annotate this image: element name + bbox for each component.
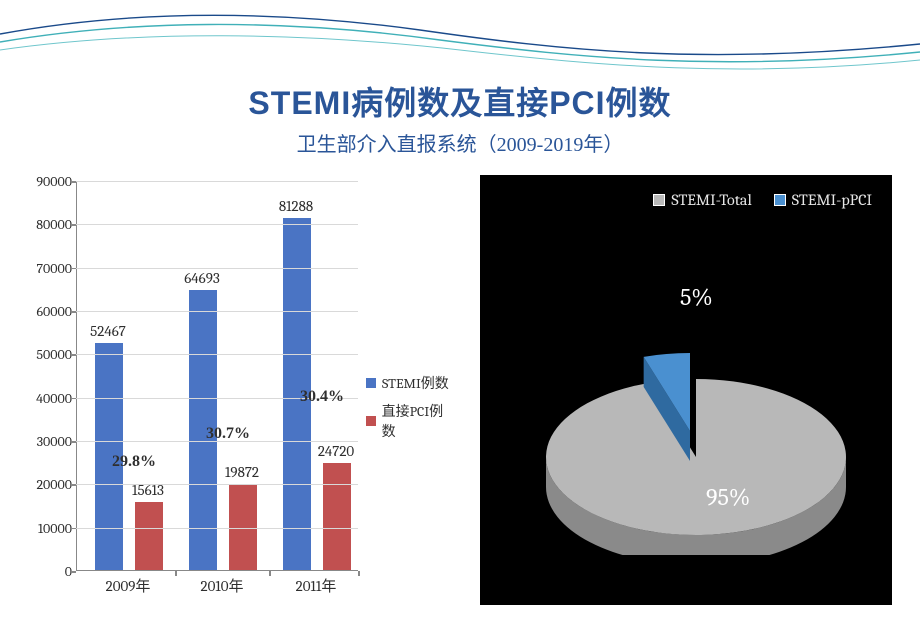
bar: [135, 502, 163, 570]
bar-chart-gridline: [76, 181, 358, 182]
bar-percent-overlay: 29.8%: [112, 453, 156, 471]
bar-chart-xtick: [175, 571, 177, 576]
bar-chart-gridline: [76, 528, 358, 529]
bar-chart-gridline: [76, 224, 358, 225]
bar-chart: STEMI例数 直接PCI例数 0 10000 20000 30000 40000 500…: [14, 175, 454, 605]
bar-chart-ytick: 50000: [28, 346, 72, 363]
bar-chart-ytick: 80000: [28, 216, 72, 233]
bar: [323, 463, 351, 570]
bar-chart-ytick: 0: [28, 563, 72, 580]
charts-container: STEMI例数 直接PCI例数 0 10000 20000 30000 40000 500…: [0, 157, 920, 605]
legend-item-stemi: STEMI例数: [366, 373, 454, 393]
bar-chart-ytick: 70000: [28, 260, 72, 277]
pie-swatch-ppci: [774, 194, 786, 206]
pie-legend-label-total: STEMI-Total: [671, 191, 751, 209]
pie-slice-top: [546, 379, 846, 535]
bar-value-label: 19872: [225, 463, 259, 481]
bar-chart-xlabel: 2009年: [106, 575, 151, 596]
bar-chart-ytick: 30000: [28, 433, 72, 450]
bar-chart-ytick: 60000: [28, 303, 72, 320]
bar-chart-gridline: [76, 484, 358, 485]
bar-value-label: 15613: [132, 481, 164, 499]
bar-chart-ytick: 10000: [28, 520, 72, 537]
bar-percent-overlay: 30.4%: [300, 388, 344, 406]
legend-label-pci: 直接PCI例数: [382, 401, 454, 441]
bar-chart-legend: STEMI例数 直接PCI例数: [366, 373, 454, 449]
slide-subtitle: 卫生部介入直报系统（2009-2019年）: [0, 128, 920, 157]
bar-value-label: 81288: [279, 197, 313, 215]
bar-chart-xtick: [358, 571, 360, 576]
pie-svg: [506, 289, 866, 555]
bar-chart-gridline: [76, 311, 358, 312]
bar-value-label: 64693: [184, 269, 220, 287]
pie-legend-item-ppci: STEMI-pPCI: [774, 191, 872, 209]
legend-swatch-stemi: [366, 378, 376, 388]
slide-header: STEMI病例数及直接PCI例数 卫生部介入直报系统（2009-2019年）: [0, 0, 920, 157]
pie-label-5: 5%: [680, 283, 713, 311]
pie-legend-item-total: STEMI-Total: [653, 191, 751, 209]
pie-swatch-total: [653, 194, 665, 206]
bar-percent-overlay: 30.7%: [206, 425, 250, 443]
bar-chart-xtick: [269, 571, 271, 576]
legend-item-pci: 直接PCI例数: [366, 401, 454, 441]
pie-chart-legend: STEMI-Total STEMI-pPCI: [653, 191, 872, 209]
bar-chart-ytick: 20000: [28, 476, 72, 493]
legend-swatch-pci: [366, 416, 376, 426]
bar-chart-xlabel: 2010年: [200, 575, 243, 596]
bar-chart-xlabel: 2011年: [296, 575, 337, 596]
legend-label-stemi: STEMI例数: [382, 373, 449, 393]
bar-chart-plot-area: [76, 181, 358, 571]
bar-chart-ytick: 40000: [28, 390, 72, 407]
slide-title: STEMI病例数及直接PCI例数: [0, 78, 920, 124]
bar-chart-ytick-mark: [71, 571, 76, 573]
pie-chart-panel: STEMI-Total STEMI-pPCI 95% 5%: [480, 175, 892, 605]
pie-legend-label-ppci: STEMI-pPCI: [792, 191, 872, 209]
pie-label-95: 95%: [706, 483, 750, 511]
bar-value-label: 24720: [318, 442, 354, 460]
bar-chart-gridline: [76, 354, 358, 355]
pie-chart-plot: [506, 289, 866, 559]
bar-chart-ytick: 90000: [28, 173, 72, 190]
bar-value-label: 52467: [90, 322, 126, 340]
